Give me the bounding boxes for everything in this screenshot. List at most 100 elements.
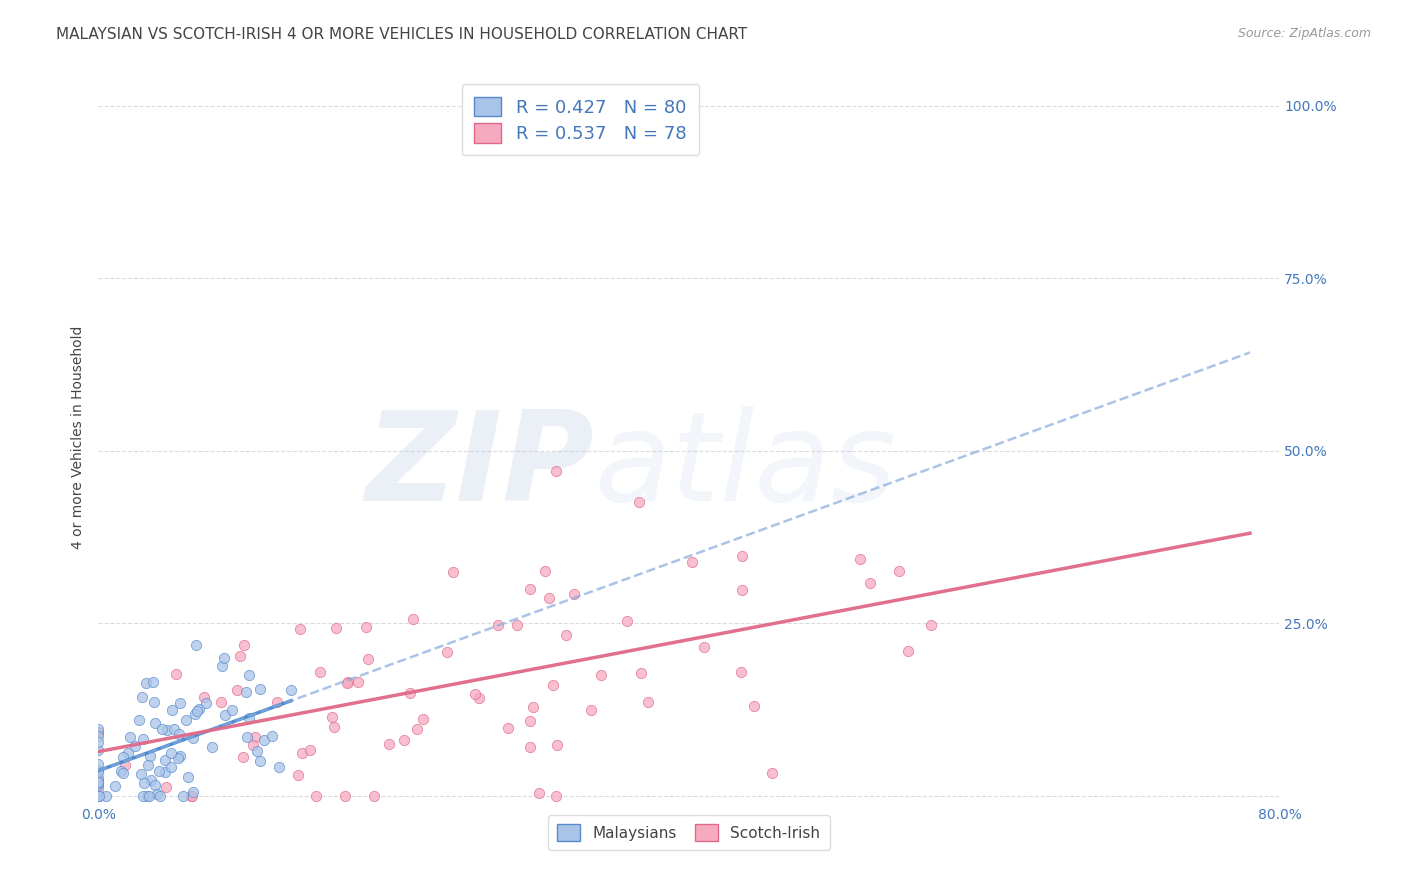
Point	[112, 766, 135, 780]
Point	[159, 760, 181, 774]
Point	[160, 747, 183, 761]
Point	[87, 756, 110, 771]
Point	[104, 779, 127, 793]
Point	[193, 690, 215, 704]
Point	[267, 760, 290, 774]
Point	[135, 676, 157, 690]
Point	[235, 685, 257, 699]
Point	[253, 733, 276, 747]
Point	[87, 772, 110, 787]
Point	[849, 552, 872, 566]
Point	[146, 787, 169, 801]
Point	[541, 678, 564, 692]
Point	[519, 582, 541, 597]
Point	[132, 732, 155, 747]
Point	[148, 789, 170, 803]
Point	[221, 703, 243, 717]
Point	[211, 659, 233, 673]
Point	[506, 618, 529, 632]
Point	[323, 720, 346, 734]
Point	[132, 789, 155, 803]
Point	[150, 722, 173, 736]
Point	[889, 564, 911, 578]
Point	[920, 617, 942, 632]
Point	[87, 778, 110, 792]
Point	[288, 622, 311, 636]
Point	[533, 565, 555, 579]
Point	[564, 587, 586, 601]
Point	[87, 722, 110, 736]
Point	[169, 749, 191, 764]
Point	[87, 774, 110, 789]
Point	[238, 711, 260, 725]
Point	[87, 789, 110, 803]
Point	[211, 696, 233, 710]
Point	[486, 618, 509, 632]
Point	[519, 714, 541, 728]
Point	[693, 640, 716, 655]
Point	[336, 676, 359, 690]
Point	[87, 725, 110, 739]
Point	[141, 772, 163, 787]
Point	[156, 723, 179, 738]
Text: ZIP: ZIP	[366, 406, 595, 527]
Point	[238, 667, 260, 681]
Point	[544, 464, 567, 478]
Point	[187, 702, 209, 716]
Point	[730, 665, 752, 679]
Point	[225, 683, 247, 698]
Point	[87, 771, 110, 785]
Point	[266, 695, 288, 709]
Point	[87, 776, 110, 790]
Point	[87, 764, 110, 779]
Point	[287, 767, 309, 781]
Point	[378, 737, 401, 751]
Point	[291, 746, 314, 760]
Point	[176, 714, 198, 728]
Point	[249, 754, 271, 768]
Point	[87, 789, 110, 803]
Point	[143, 695, 166, 709]
Point	[148, 764, 170, 778]
Point	[527, 786, 550, 800]
Point	[519, 739, 541, 754]
Point	[177, 770, 200, 784]
Point	[180, 789, 202, 803]
Point	[637, 695, 659, 709]
Point	[153, 764, 176, 779]
Point	[363, 789, 385, 803]
Point	[181, 785, 204, 799]
Point	[628, 495, 651, 509]
Point	[232, 749, 254, 764]
Point	[169, 696, 191, 710]
Point	[87, 730, 110, 744]
Point	[242, 738, 264, 752]
Point	[229, 649, 252, 664]
Point	[136, 789, 159, 803]
Point	[184, 638, 207, 652]
Point	[167, 750, 190, 764]
Point	[87, 743, 110, 757]
Point	[160, 703, 183, 717]
Point	[309, 665, 332, 680]
Point	[180, 789, 202, 803]
Point	[136, 757, 159, 772]
Point	[357, 652, 380, 666]
Point	[859, 576, 882, 591]
Point	[333, 789, 356, 803]
Point	[233, 639, 256, 653]
Point	[305, 789, 328, 803]
Point	[87, 735, 110, 749]
Point	[464, 687, 486, 701]
Point	[496, 721, 519, 735]
Point	[280, 682, 302, 697]
Point	[236, 730, 259, 744]
Point	[87, 763, 110, 777]
Point	[143, 778, 166, 792]
Point	[118, 731, 141, 745]
Point	[117, 746, 139, 760]
Point	[537, 591, 560, 605]
Point	[114, 758, 136, 772]
Point	[354, 620, 377, 634]
Point	[392, 733, 415, 747]
